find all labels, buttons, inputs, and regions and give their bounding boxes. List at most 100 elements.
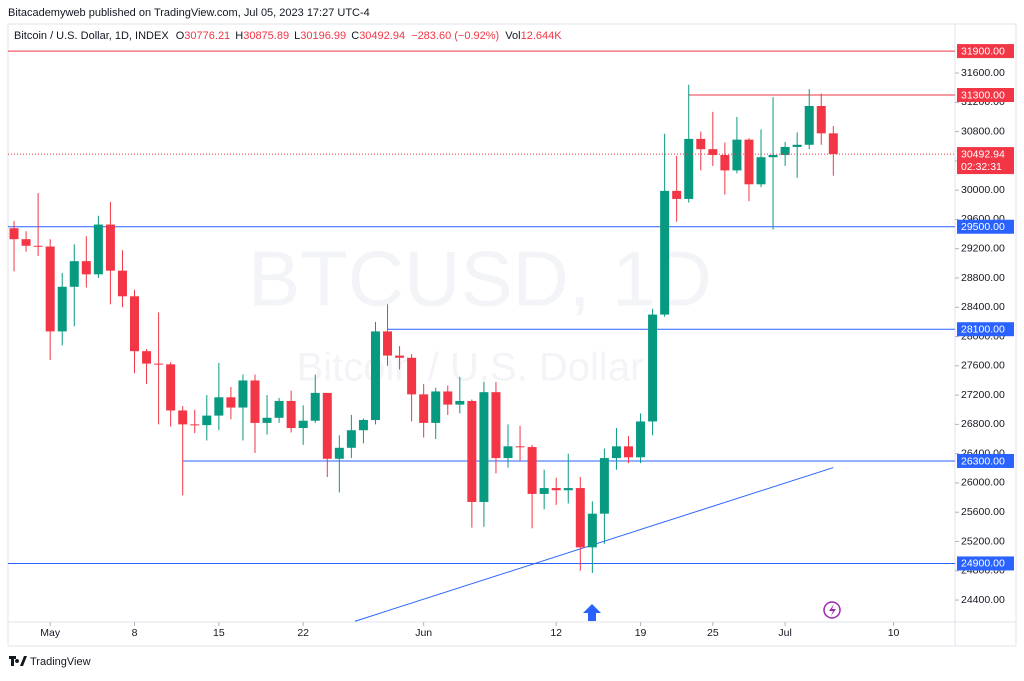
candle-body bbox=[250, 380, 260, 423]
event-arrow[interactable] bbox=[583, 604, 601, 621]
candle-body bbox=[443, 391, 453, 405]
candle-body bbox=[479, 392, 489, 502]
legend-vol: 12.644K bbox=[521, 30, 563, 42]
level-label-box bbox=[957, 44, 1014, 59]
candle-body bbox=[696, 138, 706, 150]
candle-body bbox=[515, 446, 525, 448]
candle-body bbox=[744, 139, 754, 185]
legend-vol-label: Vol bbox=[505, 30, 520, 42]
legend-c: C bbox=[351, 30, 359, 42]
y-tick-label: 24400.00 bbox=[961, 594, 1005, 606]
candle-body bbox=[166, 364, 176, 411]
y-tick-label: 27600.00 bbox=[961, 360, 1005, 372]
level-label-box bbox=[957, 556, 1014, 571]
legend-low: 30196.99 bbox=[300, 30, 346, 42]
level-label-box bbox=[957, 87, 1014, 102]
watermark-symbol: BTCUSD, 1D bbox=[248, 235, 712, 323]
candle-body bbox=[69, 261, 79, 287]
candle-body bbox=[539, 488, 549, 494]
chart-frame bbox=[7, 23, 1017, 647]
candle-body bbox=[563, 488, 573, 491]
price-labels: 31900.00 31300.00 29500.00 28100.00 26300.00… bbox=[957, 44, 1014, 571]
x-tick-label: 10 bbox=[888, 627, 900, 639]
candle-body bbox=[202, 415, 212, 426]
event-icon[interactable] bbox=[823, 601, 841, 619]
candle-body bbox=[21, 239, 31, 246]
candle-body bbox=[419, 394, 429, 423]
y-tick-label: 29200.00 bbox=[961, 242, 1005, 254]
y-tick-label: 31600.00 bbox=[961, 67, 1005, 79]
candle-body bbox=[117, 270, 127, 297]
candle-body bbox=[792, 144, 802, 147]
legend-l: L bbox=[294, 30, 300, 42]
legend-close: 30492.94 bbox=[359, 30, 405, 42]
legend-o: O bbox=[176, 30, 185, 42]
x-tick-label: 8 bbox=[132, 627, 138, 639]
candle-body bbox=[503, 446, 513, 459]
candle-body bbox=[45, 246, 55, 332]
plot: 24400.0024800.0025200.0025600.0026000.00… bbox=[8, 50, 1005, 639]
logo: TradingView bbox=[9, 656, 91, 668]
candle-body bbox=[274, 400, 284, 418]
candle-body bbox=[262, 417, 272, 423]
candle-body bbox=[720, 155, 730, 171]
y-tick-label: 26000.00 bbox=[961, 477, 1005, 489]
y-tick-label: 27200.00 bbox=[961, 389, 1005, 401]
candle-body bbox=[587, 513, 597, 548]
level-label-box bbox=[957, 219, 1014, 234]
candle-body bbox=[672, 190, 682, 199]
level-label-box bbox=[957, 322, 1014, 337]
candle-body bbox=[358, 419, 368, 431]
candle-body bbox=[575, 488, 585, 548]
x-tick-label: 12 bbox=[550, 627, 562, 639]
candle-body bbox=[732, 139, 742, 171]
candle-body bbox=[756, 157, 766, 185]
candle-body bbox=[178, 410, 188, 425]
event-icon-bolt bbox=[829, 604, 836, 616]
x-tick-label: Jul bbox=[778, 627, 791, 639]
candle-body bbox=[684, 138, 694, 199]
logo-text: TradingView bbox=[30, 656, 91, 668]
last-price-box bbox=[957, 147, 1014, 175]
candle-body bbox=[660, 190, 670, 315]
candle-body bbox=[226, 397, 236, 408]
candle-body bbox=[286, 400, 296, 429]
candle-body bbox=[105, 224, 115, 271]
level-label: 31300.00 bbox=[961, 89, 1005, 101]
candle-body bbox=[491, 392, 501, 459]
y-tick-label: 28400.00 bbox=[961, 301, 1005, 313]
candle-body bbox=[395, 355, 405, 358]
candle-body bbox=[768, 155, 778, 158]
candle-body bbox=[57, 286, 67, 332]
watermark-name: Bitcoin / U.S. Dollar bbox=[297, 346, 644, 390]
countdown-label: 02:32:31 bbox=[961, 161, 1002, 173]
candle-body bbox=[238, 380, 248, 408]
x-tick-label: 15 bbox=[213, 627, 225, 639]
x-tick-label: 25 bbox=[707, 627, 719, 639]
level-label: 29500.00 bbox=[961, 221, 1005, 233]
x-tick-label: 19 bbox=[635, 627, 647, 639]
y-tick-label: 25600.00 bbox=[961, 506, 1005, 518]
legend-open: 30776.21 bbox=[184, 30, 230, 42]
candle-body bbox=[154, 363, 164, 365]
level-label-box bbox=[957, 453, 1014, 468]
byline: Bitacademyweb published on TradingView.c… bbox=[8, 7, 370, 19]
legend-symbol: Bitcoin / U.S. Dollar, 1D, INDEX bbox=[14, 30, 169, 42]
candle-body bbox=[455, 400, 465, 405]
y-tick-label: 28800.00 bbox=[961, 272, 1005, 284]
candle-body bbox=[828, 133, 838, 155]
logo-icon bbox=[9, 656, 27, 666]
y-tick-label: 26800.00 bbox=[961, 418, 1005, 430]
candle-body bbox=[407, 357, 417, 395]
candle-body bbox=[93, 224, 103, 275]
candle-body bbox=[708, 149, 718, 156]
y-tick-label: 30800.00 bbox=[961, 125, 1005, 137]
candle-body bbox=[527, 447, 537, 494]
candle-body bbox=[804, 105, 814, 145]
candle-body bbox=[130, 296, 140, 352]
level-label: 31900.00 bbox=[961, 45, 1005, 57]
y-tick-label: 30000.00 bbox=[961, 184, 1005, 196]
candle-body bbox=[81, 261, 91, 275]
